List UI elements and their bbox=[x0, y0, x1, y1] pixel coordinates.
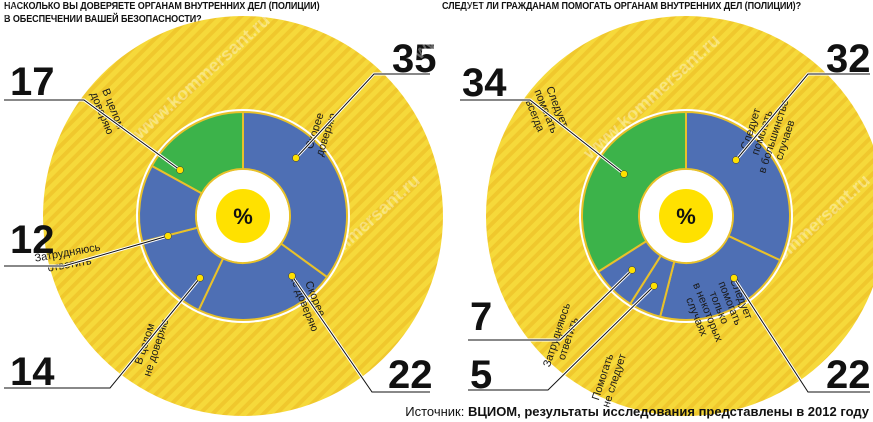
donut-slice bbox=[581, 110, 687, 274]
slice-value: 22 bbox=[388, 353, 433, 397]
chart2-title-line1: СЛЕДУЕТ ЛИ ГРАЖДАНАМ ПОМОГАТЬ ОРГАНАМ ВН… bbox=[442, 0, 802, 12]
source-note: Источник: ВЦИОМ, результаты исследования… bbox=[405, 404, 869, 419]
slice-value: 34 bbox=[462, 61, 507, 105]
slice-value: 17 bbox=[10, 60, 55, 104]
slice-dot bbox=[164, 232, 172, 240]
leader-line bbox=[468, 269, 633, 341]
leader-line bbox=[4, 277, 201, 389]
donut-slice bbox=[242, 110, 348, 279]
leader-line bbox=[468, 285, 655, 391]
donut-slice bbox=[658, 234, 782, 321]
slice-dot bbox=[288, 272, 296, 280]
slice-value: 22 bbox=[826, 353, 871, 397]
slice-value: 14 bbox=[10, 350, 55, 394]
slice-value: 12 bbox=[10, 218, 55, 262]
leader-line bbox=[4, 99, 181, 171]
slice-dot bbox=[620, 170, 628, 178]
leader-lines bbox=[460, 72, 870, 394]
chart2-donut: www.kommersant.ruwww.kommersant.ruwww.ko… bbox=[409, 0, 873, 416]
slice-dot bbox=[650, 282, 658, 290]
center-disc bbox=[659, 189, 713, 243]
source-prefix: Источник: bbox=[405, 404, 468, 419]
donut-slice bbox=[150, 110, 244, 195]
slice-value: 7 bbox=[470, 295, 492, 339]
leader-line bbox=[460, 99, 625, 175]
donut-slice bbox=[197, 242, 329, 321]
chart1-donut: www.kommersant.ruwww.kommersant.ruwww.ko… bbox=[0, 0, 443, 416]
chart1-title: НАСКОЛЬКО ВЫ ДОВЕРЯЕТЕ ОРГАНАМ ВНУТРЕННИ… bbox=[4, 0, 320, 26]
slice-value: 5 bbox=[470, 353, 492, 397]
leader-line bbox=[295, 73, 430, 159]
leader-line bbox=[4, 235, 169, 267]
slice-dot bbox=[196, 274, 204, 282]
donut-slice bbox=[685, 110, 791, 262]
center-percent-label: % bbox=[233, 204, 253, 229]
leader-line bbox=[291, 275, 430, 393]
center-percent-label: % bbox=[676, 204, 696, 229]
center-disc bbox=[216, 189, 270, 243]
leader-line bbox=[733, 277, 870, 393]
chart1-title-line1: НАСКОЛЬКО ВЫ ДОВЕРЯЕТЕ ОРГАНАМ ВНУТРЕННИ… bbox=[4, 0, 320, 12]
chart2-title: СЛЕДУЕТ ЛИ ГРАЖДАНАМ ПОМОГАТЬ ОРГАНАМ ВН… bbox=[442, 0, 801, 13]
slice-value: 32 bbox=[826, 37, 871, 81]
chart1-title-line2: В ОБЕСПЕЧЕНИИ ВАШЕЙ БЕЗОПАСНОСТИ? bbox=[4, 13, 202, 25]
watermark: www.kommersant.ru bbox=[0, 0, 94, 64]
slice-dot bbox=[628, 266, 636, 274]
slice-dot bbox=[730, 274, 738, 282]
slice-value: 35 bbox=[392, 37, 437, 81]
watermark: www.kommersant.ru bbox=[409, 0, 554, 64]
slice-dot bbox=[732, 156, 740, 164]
slice-dot bbox=[176, 166, 184, 174]
slice-dot bbox=[292, 154, 300, 162]
leader-lines bbox=[4, 72, 430, 394]
leader-line bbox=[735, 73, 870, 161]
source-text: ВЦИОМ, результаты исследования представл… bbox=[467, 404, 869, 419]
